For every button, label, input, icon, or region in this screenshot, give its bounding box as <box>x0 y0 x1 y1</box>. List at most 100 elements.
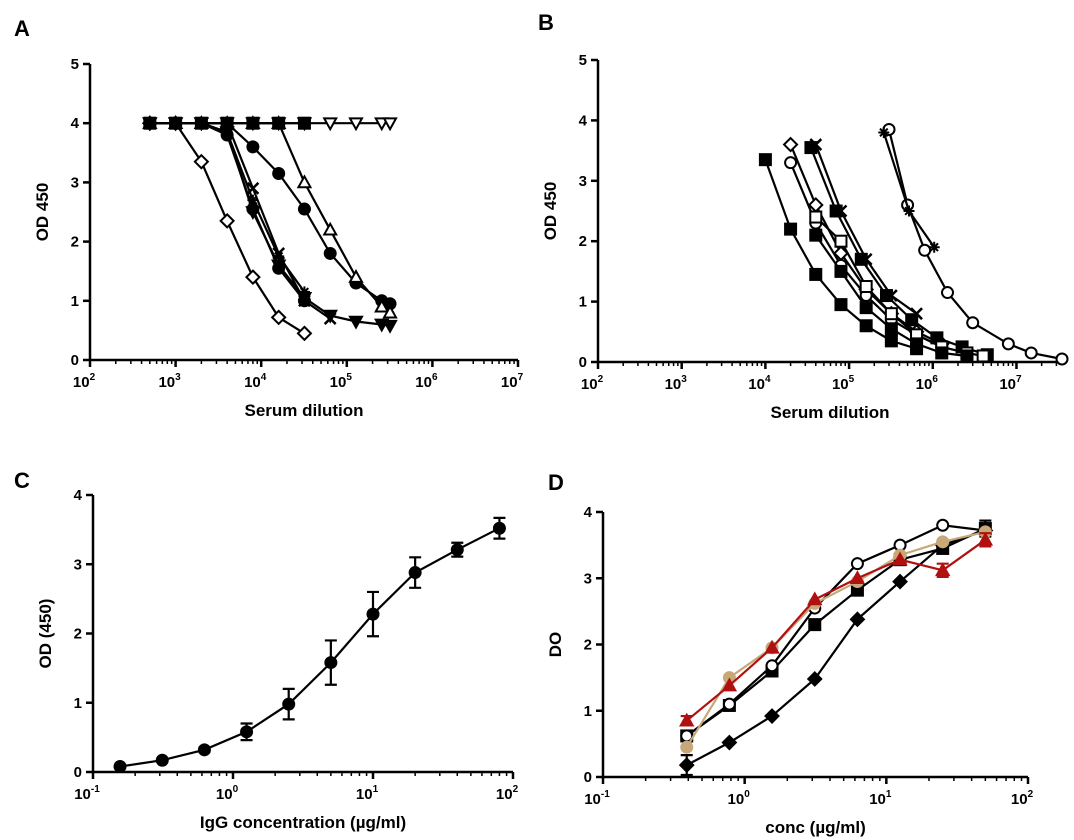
panel-d-data-point <box>936 535 950 549</box>
chart-panel-a: 0 1 2 3 4 5 102 103 104 105 106 107 Serum dilution OD… <box>33 56 524 420</box>
panel-d-series-line <box>686 538 987 722</box>
panel-a-data-point <box>382 319 398 334</box>
panel-d-data-point <box>806 671 823 687</box>
panel-a-y-axis-label: OD 450 <box>33 183 52 242</box>
panel-d-data-point <box>764 708 780 724</box>
panel-d-data-point <box>765 659 779 673</box>
panel-a-series-line <box>149 122 391 327</box>
panel-a-data-point <box>142 117 158 132</box>
panel-c-y-axis-label: OD (450) <box>36 599 55 669</box>
panel-d-y-tick-label: 3 <box>584 570 592 587</box>
panel-a-data-point <box>382 304 398 319</box>
panel-d-data-point <box>936 518 950 532</box>
panel-a-data-point <box>246 181 260 195</box>
panel-d-y-tick-label: 4 <box>584 504 593 521</box>
panel-d-series-line <box>686 527 986 737</box>
panel-b-data-point <box>966 316 980 330</box>
panel-b-data-point <box>910 337 924 351</box>
panel-c-y-tick-label: 3 <box>74 556 82 573</box>
panel-d-y-tick-label: 2 <box>584 637 592 654</box>
panel-c-data-point <box>324 656 338 670</box>
panel-d-data-point <box>892 573 908 590</box>
panel-a-x-tick-label: 107 <box>501 372 524 391</box>
panel-d-data-point <box>850 557 864 571</box>
panel-a-data-point <box>348 269 364 283</box>
panel-a-data-point <box>272 261 286 275</box>
panel-b-data-point <box>859 301 873 315</box>
panel-a-y-tick-label: 2 <box>71 234 79 251</box>
panel-b-data-point <box>903 205 915 217</box>
panel-a-data-point <box>323 246 337 260</box>
panel-b-data-point <box>884 322 898 336</box>
panel-d-series-line <box>685 530 986 748</box>
panel-b-data-point <box>884 289 898 302</box>
panel-b-data-point <box>859 280 873 293</box>
panel-b-data-point <box>928 241 940 253</box>
panel-a-data-point <box>348 117 364 132</box>
panel-a-x-tick-label: 103 <box>158 372 181 391</box>
panel-b-x-tick-label: 104 <box>748 374 771 393</box>
panel-b-data-point <box>941 286 955 300</box>
panel-a-y-tick-label: 1 <box>71 293 79 310</box>
panel-a-data-point <box>348 315 364 330</box>
panel-c-data-point <box>113 759 127 773</box>
panel-d-data-point <box>935 562 951 577</box>
panel-a-data-point <box>270 309 287 326</box>
panel-c-y-tick-label: 0 <box>74 764 82 781</box>
panel-d-data-point <box>679 712 695 727</box>
chart-panel-c: 0 1 2 3 4 10-1 100 101 102 IgG concentration (µg/… <box>36 487 519 832</box>
panel-b-data-point <box>809 138 823 151</box>
panel-b-data-point <box>1024 346 1038 360</box>
chart-panel-b: 0 1 2 3 4 5 102 103 104 105 106 107 Serum dilution OD… <box>541 52 1069 422</box>
panel-c-y-tick-label: 1 <box>74 695 82 712</box>
panel-d-data-point <box>808 618 822 632</box>
panel-a-data-point <box>221 126 233 138</box>
panel-b-data-point <box>935 346 949 360</box>
panel-d-x-tick-label: 100 <box>728 789 751 808</box>
panel-b-data-point <box>834 204 848 218</box>
panel-a-data-point <box>193 153 210 170</box>
panel-d-data-point <box>678 757 695 773</box>
panel-b-x-tick-label: 106 <box>916 374 939 393</box>
panel-a-data-point <box>272 247 286 260</box>
panel-b-y-tick-label: 4 <box>579 112 588 129</box>
panel-d-x-tick-label: 102 <box>1011 789 1034 808</box>
panel-b-data-point <box>784 222 798 236</box>
panel-c-x-tick-label: 100 <box>216 784 239 803</box>
panel-b-data-point <box>918 243 932 257</box>
panel-b-data-point <box>809 228 823 242</box>
panel-d-x-tick-label: 10-1 <box>584 789 610 808</box>
panel-a-x-tick-label: 105 <box>330 372 353 391</box>
panel-a-data-point <box>323 312 337 325</box>
panel-b-data-point <box>782 136 799 153</box>
panel-b-y-tick-label: 1 <box>579 294 587 311</box>
panel-d-series-line <box>686 529 986 767</box>
panel-d-data-point <box>977 531 994 546</box>
panel-d-data-point <box>849 570 866 585</box>
panel-d-data-point <box>807 591 823 606</box>
panel-b-x-tick-label: 107 <box>999 374 1022 393</box>
panel-a-data-point <box>296 174 313 189</box>
panel-d-y-axis-label: DO <box>546 632 565 658</box>
panel-c-x-axis-label: IgG concentration (µg/ml) <box>200 813 406 832</box>
panel-c-x-tick-label: 10-1 <box>74 784 100 803</box>
panel-a-x-axis-label: Serum dilution <box>245 401 364 420</box>
panel-c-data-point <box>282 697 296 711</box>
panel-b-series-line <box>882 132 936 248</box>
panel-b-data-point <box>878 126 890 138</box>
panel-c-y-tick-label: 2 <box>74 626 82 643</box>
panel-a-x-tick-label: 102 <box>73 372 96 391</box>
panel-d-x-axis-label: conc (µg/ml) <box>765 818 865 837</box>
panel-b-data-point <box>859 319 873 333</box>
panel-b-data-point <box>809 267 823 281</box>
panel-b-x-tick-label: 102 <box>581 374 604 393</box>
panel-a-data-point <box>296 325 313 342</box>
panel-d-data-point <box>721 734 738 751</box>
panel-c-data-point <box>450 543 464 557</box>
panel-a-data-point <box>273 250 285 262</box>
chart-panel-d: 0 1 2 3 4 10-1 100 101 102 conc (µg/ml) DO <box>546 504 1034 837</box>
panel-d-data-point <box>764 639 780 654</box>
panel-a-data-point <box>246 140 260 154</box>
panel-a-data-point <box>246 116 260 130</box>
